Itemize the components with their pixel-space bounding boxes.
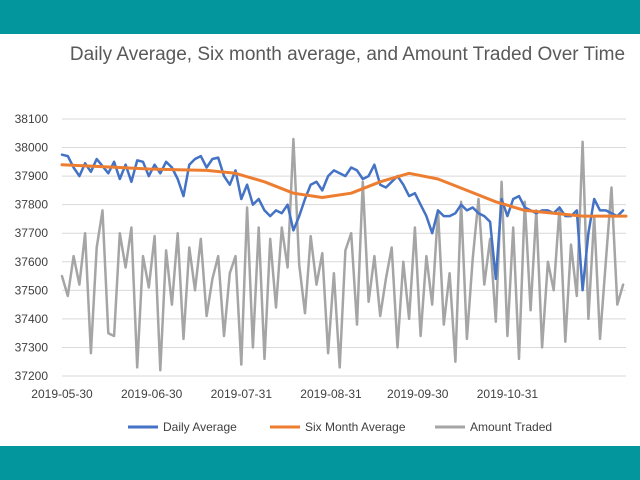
bottom-frame-bar [0, 446, 640, 480]
legend-label-six-month-average: Six Month Average [305, 420, 406, 434]
top-frame-bar [0, 0, 640, 34]
legend-label-daily-average: Daily Average [163, 420, 237, 434]
y-tick-label: 37300 [15, 340, 49, 354]
y-tick-label: 37700 [15, 226, 49, 240]
y-tick-label: 38100 [15, 112, 49, 126]
y-tick-label: 37200 [15, 369, 49, 383]
y-tick-label: 37800 [15, 198, 49, 212]
y-tick-label: 37500 [15, 283, 49, 297]
x-tick-label: 2019-09-30 [387, 387, 449, 401]
x-tick-label: 2019-06-30 [121, 387, 183, 401]
y-tick-label: 37900 [15, 169, 49, 183]
y-tick-label: 37600 [15, 255, 49, 269]
chart-title: Daily Average, Six month average, and Am… [69, 44, 626, 65]
x-tick-label: 2019-07-31 [211, 387, 273, 401]
legend-label-amount-traded: Amount Traded [470, 420, 552, 434]
x-tick-label: 2019-05-30 [31, 387, 93, 401]
series-line-six-month-average [60, 163, 628, 218]
line-chart: 37200 37300 37400 37500 37600 37700 37800 37900… [15, 112, 628, 434]
chart-area: Daily Average, Six month average, and Am… [0, 34, 640, 446]
x-tick-label: 2019-10-31 [477, 387, 539, 401]
y-tick-label: 38000 [15, 141, 49, 155]
series-line-amount-traded [60, 137, 625, 372]
x-tick-label: 2019-08-31 [300, 387, 362, 401]
y-tick-label: 37400 [15, 312, 49, 326]
